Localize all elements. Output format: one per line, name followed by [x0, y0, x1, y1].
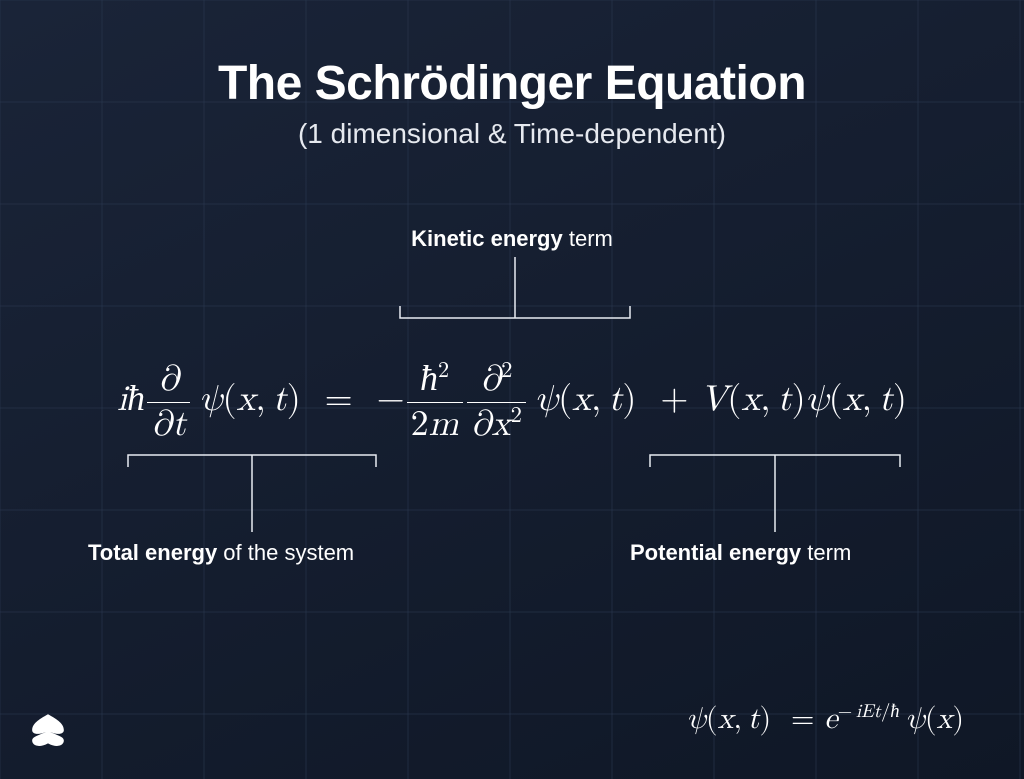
leaf-logo-icon [26, 709, 70, 753]
page-subtitle: (1 dimensional & Time-dependent) [0, 118, 1024, 150]
annotation-kinetic-bold: Kinetic energy [411, 226, 563, 251]
equation-main: iħ∂∂t ψ(x, t) = −ħ22m∂2∂x2 ψ(x, t) + V(x… [0, 360, 1024, 444]
equation-secondary: ψ(x, t) = e− iEt/ħ ψ(x) [687, 701, 964, 737]
annotation-potential-bold: Potential energy [630, 540, 801, 565]
annotation-kinetic-rest: term [563, 226, 613, 251]
annotation-potential: Potential energy term [630, 540, 851, 566]
annotation-kinetic: Kinetic energy term [0, 226, 1024, 252]
annotation-total-bold: Total energy [88, 540, 217, 565]
infographic-canvas: The Schrödinger Equation (1 dimensional … [0, 0, 1024, 779]
annotation-potential-rest: term [801, 540, 851, 565]
annotation-total: Total energy of the system [88, 540, 354, 566]
annotation-total-rest: of the system [217, 540, 354, 565]
page-title: The Schrödinger Equation [0, 56, 1024, 111]
